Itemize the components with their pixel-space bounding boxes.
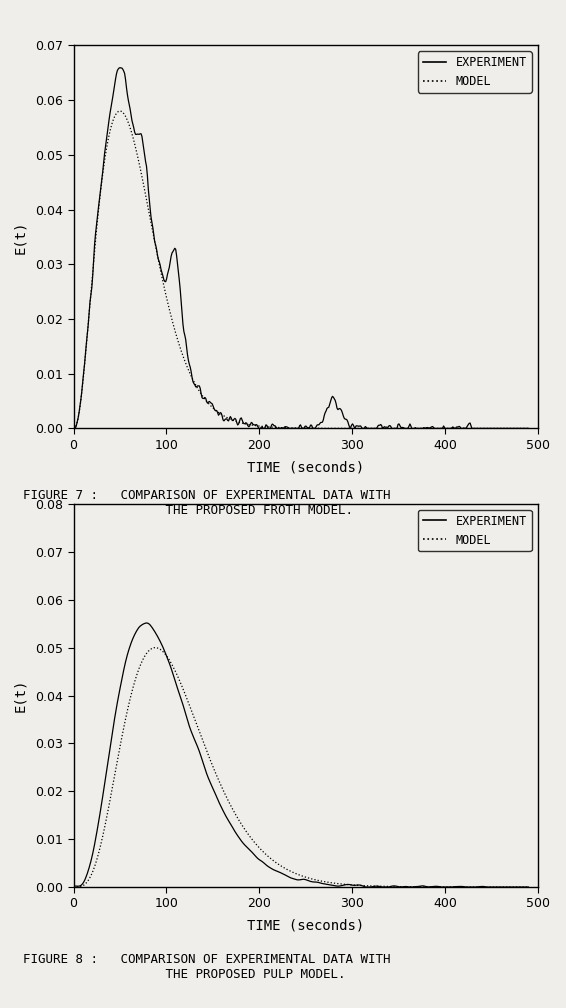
EXPERIMENT (290, 873, 297, 885)
MODEL (342, 878, 349, 890)
MODEL (444, 422, 451, 434)
MODEL (70, 422, 77, 434)
Line: EXPERIMENT: EXPERIMENT (74, 68, 529, 428)
MODEL (444, 881, 451, 893)
MODEL (317, 875, 324, 887)
X-axis label: TIME (seconds): TIME (seconds) (247, 460, 365, 474)
EXPERIMENT (318, 416, 325, 428)
Line: MODEL: MODEL (74, 648, 529, 887)
Line: MODEL: MODEL (74, 111, 529, 428)
MODEL (70, 881, 77, 893)
Y-axis label: E(t): E(t) (13, 678, 27, 713)
EXPERIMENT (445, 881, 452, 893)
MODEL (525, 881, 532, 893)
EXPERIMENT (143, 617, 150, 629)
EXPERIMENT (525, 422, 532, 434)
EXPERIMENT (445, 422, 452, 434)
EXPERIMENT (342, 879, 349, 891)
EXPERIMENT (70, 418, 77, 430)
EXPERIMENT (70, 880, 77, 892)
EXPERIMENT (287, 872, 294, 884)
Line: EXPERIMENT: EXPERIMENT (74, 623, 529, 887)
MODEL (117, 105, 123, 117)
EXPERIMENT (516, 422, 522, 434)
EXPERIMENT (516, 881, 522, 893)
EXPERIMENT (256, 422, 263, 434)
Text: FIGURE 8 :   COMPARISON OF EXPERIMENTAL DATA WITH
                   THE PROPOSE: FIGURE 8 : COMPARISON OF EXPERIMENTAL DA… (23, 953, 390, 981)
MODEL (515, 881, 522, 893)
MODEL (287, 421, 294, 433)
EXPERIMENT (117, 61, 123, 74)
MODEL (515, 422, 522, 434)
EXPERIMENT (288, 422, 295, 434)
MODEL (317, 422, 324, 434)
X-axis label: TIME (seconds): TIME (seconds) (247, 918, 365, 932)
MODEL (152, 642, 159, 654)
Text: FIGURE 7 :   COMPARISON OF EXPERIMENTAL DATA WITH
                   THE PROPOSE: FIGURE 7 : COMPARISON OF EXPERIMENTAL DA… (23, 489, 390, 517)
EXPERIMENT (317, 877, 324, 889)
EXPERIMENT (525, 881, 532, 893)
MODEL (287, 865, 294, 877)
MODEL (342, 422, 349, 434)
MODEL (290, 867, 297, 879)
EXPERIMENT (291, 422, 298, 434)
Legend: EXPERIMENT, MODEL: EXPERIMENT, MODEL (418, 510, 532, 551)
EXPERIMENT (343, 413, 350, 425)
MODEL (525, 422, 532, 434)
Legend: EXPERIMENT, MODEL: EXPERIMENT, MODEL (418, 51, 532, 93)
Y-axis label: E(t): E(t) (13, 220, 27, 254)
MODEL (290, 422, 297, 434)
EXPERIMENT (363, 881, 370, 893)
